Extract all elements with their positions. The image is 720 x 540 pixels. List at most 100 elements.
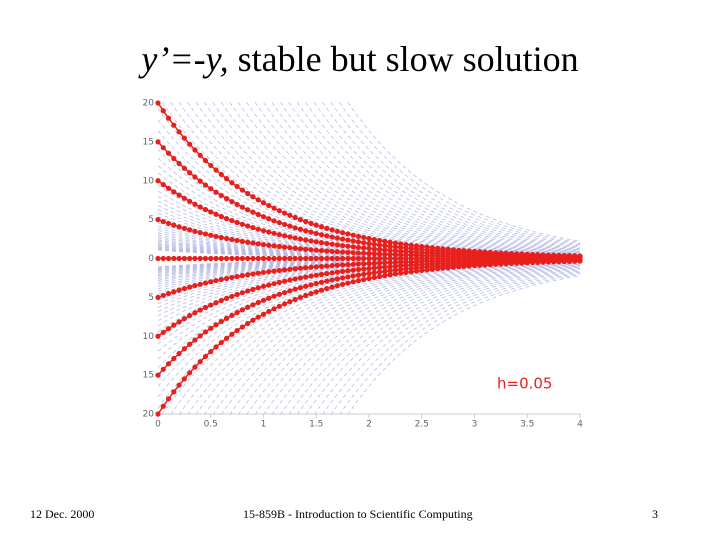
data-point xyxy=(250,286,256,292)
x-tick-label: 2.5 xyxy=(415,420,429,430)
data-point xyxy=(324,255,330,262)
data-point xyxy=(271,218,277,224)
data-point xyxy=(392,267,398,273)
data-point xyxy=(297,294,304,301)
data-point xyxy=(350,261,356,267)
data-point xyxy=(345,274,351,280)
data-point xyxy=(292,245,298,251)
data-point xyxy=(282,233,288,239)
data-point xyxy=(192,201,198,207)
direction-curve xyxy=(263,102,581,252)
slide-title: stable but slow solution xyxy=(237,39,579,79)
data-point xyxy=(324,248,330,254)
direction-curve xyxy=(212,102,581,255)
data-point xyxy=(266,295,272,301)
data-point xyxy=(329,227,335,233)
data-point xyxy=(239,307,245,313)
data-point xyxy=(165,361,172,367)
data-point xyxy=(171,389,177,395)
data-point xyxy=(376,242,383,248)
data-point xyxy=(387,259,393,266)
data-point xyxy=(218,171,224,178)
data-point xyxy=(239,273,245,279)
data-point xyxy=(340,242,346,249)
data-point xyxy=(466,263,472,269)
data-point xyxy=(556,259,562,265)
direction-curve xyxy=(280,102,581,250)
direction-curve xyxy=(212,262,581,415)
data-point xyxy=(313,272,319,278)
data-point xyxy=(239,187,245,193)
data-point xyxy=(387,255,393,262)
data-point xyxy=(160,403,166,409)
data-point xyxy=(387,264,393,270)
data-point xyxy=(218,339,224,346)
data-point xyxy=(313,230,319,237)
data-point xyxy=(340,249,346,255)
data-point xyxy=(382,243,388,249)
data-point xyxy=(456,264,462,270)
data-point xyxy=(345,231,351,237)
x-tick-label: 3.5 xyxy=(520,420,534,430)
data-point xyxy=(234,201,240,208)
data-point xyxy=(355,233,362,239)
data-point xyxy=(192,228,198,234)
data-point xyxy=(361,255,367,262)
data-point xyxy=(255,285,261,291)
data-point xyxy=(187,141,193,147)
data-point xyxy=(213,322,219,328)
data-point xyxy=(276,232,282,238)
data-point xyxy=(250,209,256,215)
data-point xyxy=(355,272,362,278)
data-point xyxy=(255,226,261,232)
data-point xyxy=(271,255,277,262)
x-tick-label: 1.5 xyxy=(309,420,323,430)
y-tick-label: 5 xyxy=(148,215,154,225)
data-point xyxy=(197,152,203,158)
data-point xyxy=(202,353,209,360)
data-point xyxy=(176,255,182,262)
data-point xyxy=(181,285,187,292)
data-point xyxy=(192,310,198,316)
data-point xyxy=(387,251,393,258)
direction-curve xyxy=(204,262,581,415)
data-point xyxy=(213,167,219,173)
data-point xyxy=(192,147,198,153)
data-point xyxy=(292,235,298,241)
data-point xyxy=(255,241,261,247)
direction-curve xyxy=(161,102,581,256)
data-point xyxy=(487,262,493,268)
data-point xyxy=(171,289,177,295)
data-point xyxy=(239,238,245,244)
data-point xyxy=(250,240,256,246)
data-point xyxy=(340,262,346,268)
direction-curve xyxy=(246,102,581,253)
data-point xyxy=(382,255,388,262)
direction-curve xyxy=(204,102,581,255)
data-point xyxy=(498,261,504,267)
data-point xyxy=(234,219,240,226)
data-point xyxy=(250,194,256,200)
data-point xyxy=(218,234,224,241)
data-point xyxy=(271,268,277,274)
data-point xyxy=(366,270,372,277)
direction-curve xyxy=(157,258,581,305)
data-point xyxy=(366,260,372,267)
data-point xyxy=(355,278,362,284)
x-tick-label: 2 xyxy=(366,420,372,430)
data-point xyxy=(297,275,304,281)
data-point xyxy=(155,217,161,223)
data-point xyxy=(202,206,209,213)
data-point xyxy=(234,237,240,244)
data-point xyxy=(340,236,346,242)
data-point xyxy=(361,271,367,277)
data-point xyxy=(366,255,372,262)
data-point xyxy=(376,246,383,253)
annotation: h=0.05 xyxy=(497,375,552,393)
data-point xyxy=(519,260,525,266)
data-point xyxy=(371,270,377,276)
data-point xyxy=(282,210,288,216)
data-point xyxy=(329,248,335,254)
data-point xyxy=(160,108,166,114)
